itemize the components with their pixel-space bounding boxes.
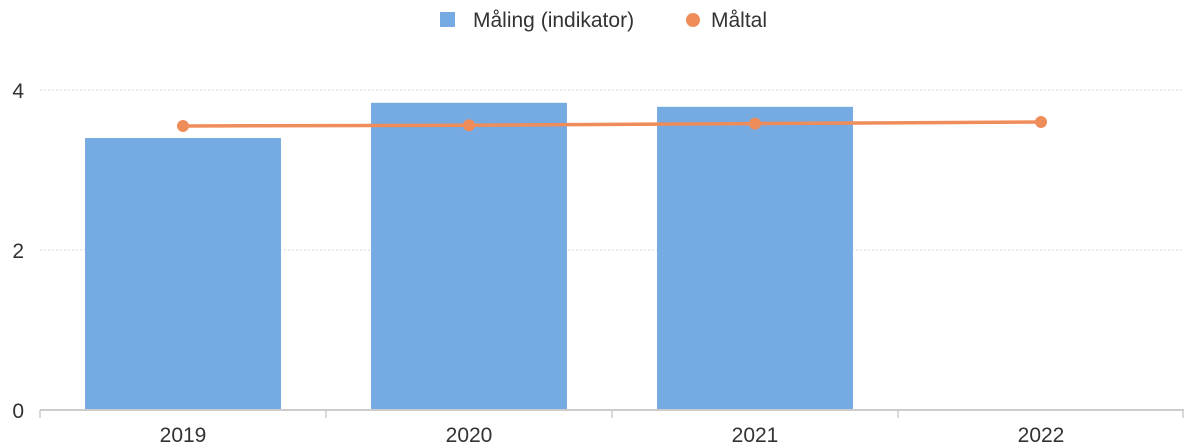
line-point-2022 bbox=[1035, 116, 1047, 128]
legend-bar-label: Måling (indikator) bbox=[473, 9, 634, 32]
line-series bbox=[177, 116, 1047, 132]
axes: 0 2 4 2019 2020 2021 2022 bbox=[12, 80, 1184, 445]
bar-2021 bbox=[657, 106, 853, 411]
line-point-2021 bbox=[749, 117, 761, 130]
bar-2020 bbox=[371, 102, 567, 411]
x-tick-label-2020: 2020 bbox=[446, 424, 493, 445]
x-tick-label-2021: 2021 bbox=[732, 424, 779, 445]
x-tick-label-2022: 2022 bbox=[1018, 424, 1065, 445]
line-path bbox=[182, 120, 1042, 128]
gridlines bbox=[40, 89, 1184, 251]
y-tick-label-2: 4 bbox=[12, 80, 24, 103]
x-tick-label-2019: 2019 bbox=[160, 424, 207, 445]
legend-bar-swatch bbox=[440, 12, 455, 27]
y-tick-label-0: 0 bbox=[12, 400, 24, 423]
line-point-2019 bbox=[177, 120, 189, 132]
bar-series bbox=[85, 102, 853, 411]
line-point-2020 bbox=[463, 119, 475, 132]
legend-line-swatch bbox=[686, 13, 700, 27]
legend: Måling (indikator) Måltal bbox=[440, 9, 767, 32]
y-tick-label-1: 2 bbox=[12, 240, 24, 263]
legend-line-label: Måltal bbox=[711, 9, 767, 32]
bar-2019 bbox=[85, 138, 281, 410]
